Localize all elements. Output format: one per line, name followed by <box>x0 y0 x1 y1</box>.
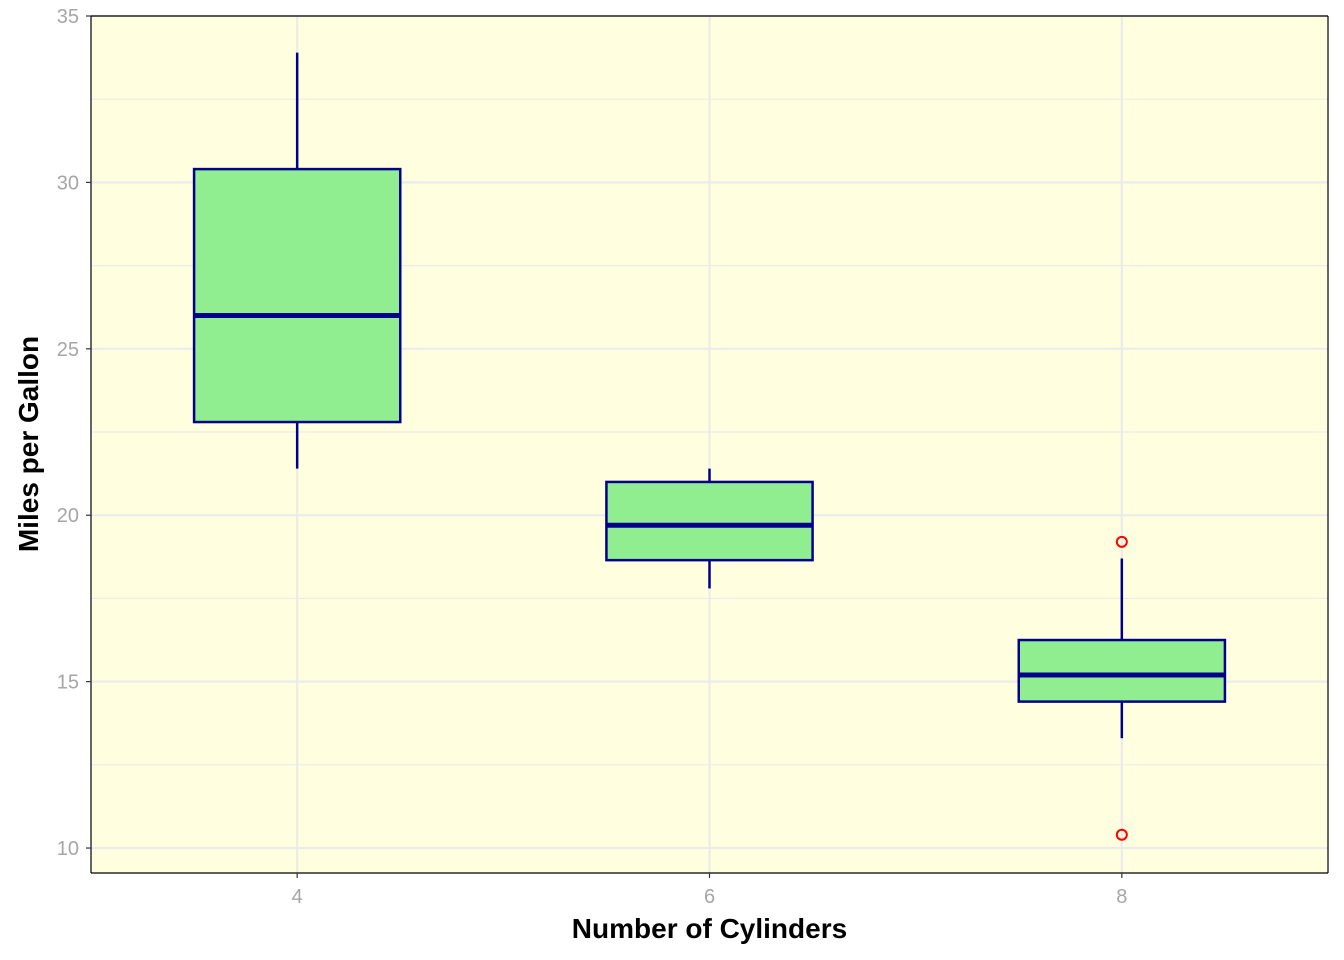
y-tick-label: 25 <box>57 339 79 361</box>
x-tick-labels: 4 6 8 <box>292 886 1128 908</box>
y-tick-label: 35 <box>57 6 79 28</box>
x-tick-label: 8 <box>1116 886 1127 908</box>
box-group-6 <box>605 468 814 589</box>
box-iqr <box>605 480 814 562</box>
y-tick-label: 15 <box>57 672 79 694</box>
x-tick-label: 6 <box>704 886 715 908</box>
outlier-point <box>1115 535 1128 548</box>
box-group-8 <box>1017 535 1227 841</box>
outlier-point <box>1115 828 1128 841</box>
box-series <box>192 52 1227 841</box>
box-iqr <box>192 167 402 424</box>
y-axis-title: Miles per Gallon <box>13 336 44 552</box>
y-tick-label: 20 <box>57 505 79 527</box>
y-tick-label: 10 <box>57 838 79 860</box>
x-tick-label: 4 <box>292 886 303 908</box>
y-tick-label: 30 <box>57 172 79 194</box>
box-iqr <box>1017 638 1227 703</box>
axes <box>86 15 1329 878</box>
box-group-4 <box>192 52 402 469</box>
y-tick-labels: 10 15 20 25 30 35 <box>57 6 79 860</box>
x-axis-title: Number of Cylinders <box>572 913 847 944</box>
